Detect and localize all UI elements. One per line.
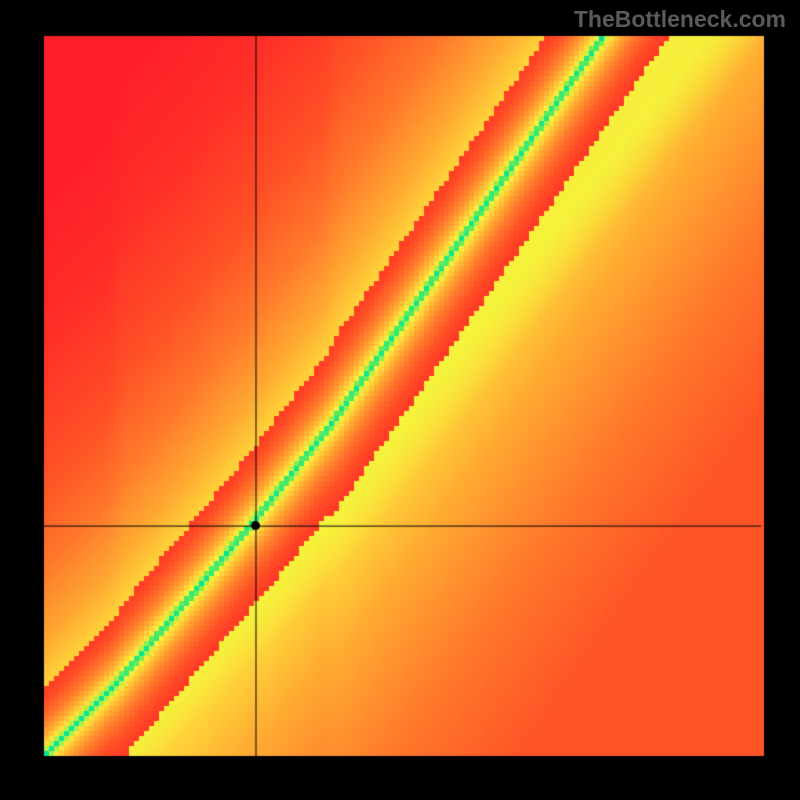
- chart-container: TheBottleneck.com: [0, 0, 800, 800]
- bottleneck-heatmap: [0, 0, 800, 800]
- watermark-text: TheBottleneck.com: [574, 6, 786, 33]
